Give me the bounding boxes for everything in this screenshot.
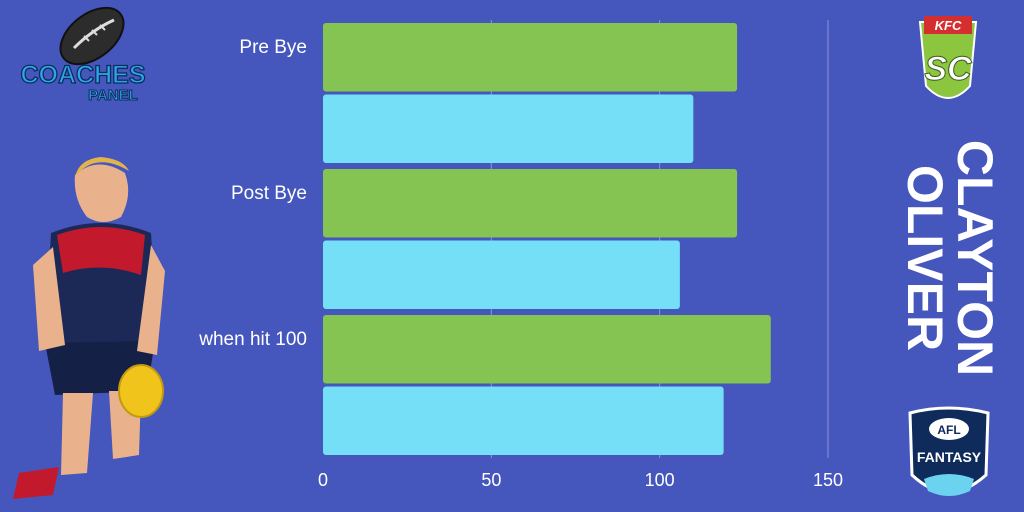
- afl-fantasy-logo: AFL FANTASY: [908, 406, 990, 496]
- category-label: Pre Bye: [239, 37, 307, 58]
- afl-bottom-text: FANTASY: [917, 449, 982, 465]
- grid-lines: [490, 20, 829, 458]
- bar: [323, 315, 771, 384]
- bar: [323, 240, 680, 309]
- ball-icon: [118, 364, 164, 418]
- sc-banner-text: KFC: [935, 18, 962, 33]
- player-photo: [13, 157, 165, 499]
- supercoach-logo: KFC SC: [918, 16, 978, 99]
- coaches-label: COACHES: [20, 61, 145, 89]
- category-label: when hit 100: [198, 329, 307, 350]
- coaches-panel-logo: COACHES PANEL: [20, 6, 146, 105]
- football-icon: [59, 6, 125, 66]
- player-name: CLAYTON OLIVER: [900, 128, 1010, 388]
- category-label: Post Bye: [231, 183, 307, 204]
- x-tick-label: 0: [318, 470, 328, 490]
- category-labels: Pre Bye Post Bye when hit 100: [198, 37, 307, 350]
- x-tick-label: 50: [481, 470, 501, 490]
- bar: [323, 386, 724, 455]
- bar: [323, 23, 738, 92]
- sc-letters: SC: [924, 50, 972, 88]
- bars: [323, 23, 771, 455]
- player-first-name: CLAYTON: [947, 140, 1003, 376]
- x-tick-label: 150: [813, 470, 843, 490]
- player-last-name: OLIVER: [900, 165, 953, 351]
- x-axis-ticks: 0 50 100 150: [318, 470, 843, 490]
- x-tick-label: 100: [645, 470, 675, 490]
- afl-badge-icon: [929, 418, 969, 440]
- bar: [323, 94, 694, 163]
- bar: [323, 169, 738, 238]
- panel-label: PANEL: [88, 87, 138, 104]
- afl-top-text: AFL: [937, 423, 960, 437]
